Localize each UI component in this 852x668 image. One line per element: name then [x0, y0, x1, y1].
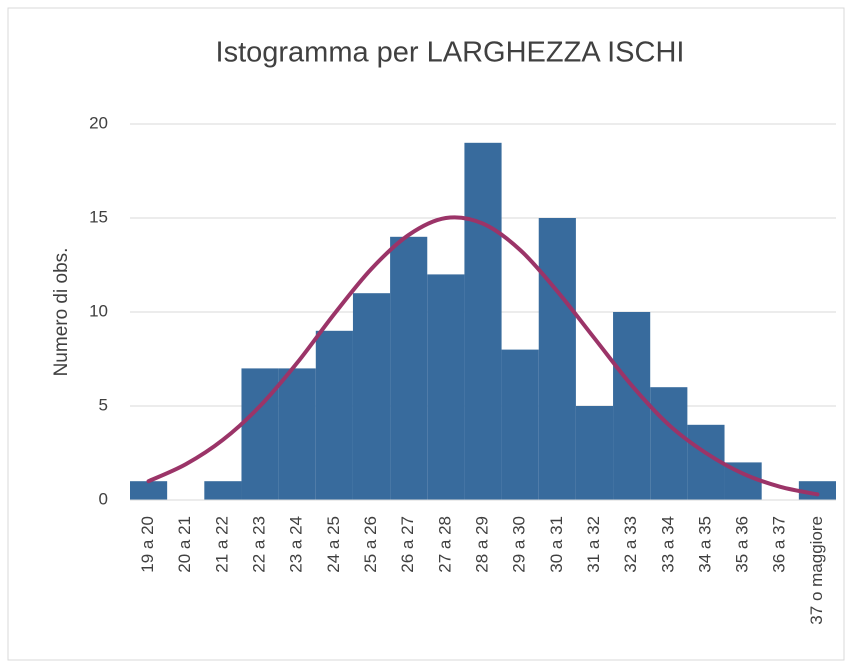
x-tick-label: 21 a 22 [212, 516, 231, 573]
bar [650, 387, 688, 500]
x-tick-label: 23 a 24 [287, 516, 306, 573]
x-tick-label: 31 a 32 [584, 516, 603, 573]
x-tick-label: 33 a 34 [658, 516, 677, 573]
bar [130, 481, 168, 500]
bar [204, 481, 242, 500]
bar [464, 142, 502, 501]
x-tick-label: 26 a 27 [398, 516, 417, 573]
bar [613, 312, 651, 500]
y-tick-label: 10 [89, 301, 108, 320]
y-tick-label: 0 [99, 489, 108, 508]
y-tick-label: 20 [89, 113, 108, 132]
x-tick-label: 36 a 37 [770, 516, 789, 573]
bar [352, 293, 391, 500]
x-tick-label: 35 a 36 [733, 516, 752, 573]
y-tick-label: 15 [89, 207, 108, 226]
x-tick-label: 29 a 30 [510, 516, 529, 573]
bar [315, 330, 353, 500]
x-tick-label: 25 a 26 [361, 516, 380, 573]
y-axis-title: Numero di obs. [51, 248, 72, 377]
y-tick-label: 5 [99, 395, 108, 414]
x-tick-label: 20 a 21 [175, 516, 194, 573]
x-tick-label: 37 o maggiore [807, 516, 826, 625]
x-tick-label: 24 a 25 [324, 516, 343, 573]
x-tick-label: 32 a 33 [621, 516, 640, 573]
x-tick-label: 28 a 29 [472, 516, 491, 573]
bar [538, 218, 576, 500]
bar [501, 349, 539, 500]
bar [390, 236, 428, 501]
bar [798, 481, 836, 500]
bar [278, 368, 316, 500]
bar [241, 368, 279, 500]
x-tick-label: 22 a 23 [250, 516, 269, 573]
normal-curve [146, 215, 820, 497]
x-tick-label: 27 a 28 [435, 516, 454, 573]
bar [427, 274, 465, 500]
chart-title: Istogramma per LARGHEZZA ISCHI [216, 37, 685, 69]
x-tick-label: 34 a 35 [695, 516, 714, 573]
x-tick-label: 30 a 31 [547, 516, 566, 573]
bar [575, 406, 614, 500]
x-tick-label: 19 a 20 [138, 516, 157, 573]
